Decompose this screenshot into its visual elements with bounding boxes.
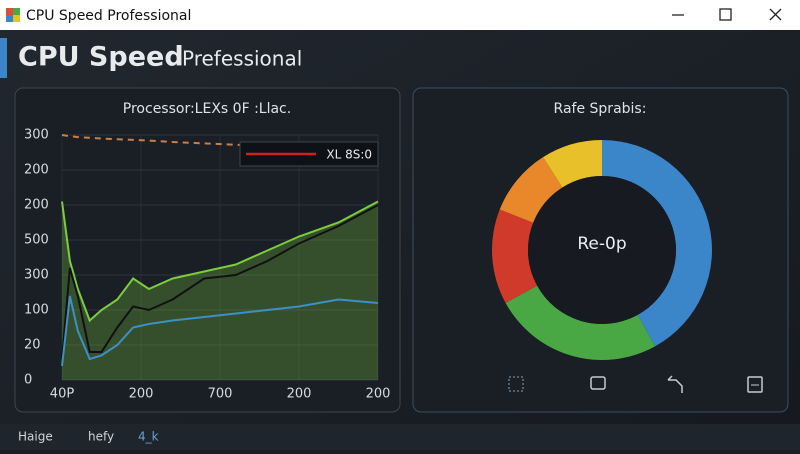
donut-hole [528,176,676,324]
x-tick-label: 200 [287,387,312,402]
donut-segment [505,285,655,360]
status-item: hefy [88,430,114,444]
donut-center-label: Re-0p [577,234,626,254]
y-tick-label: 500 [24,233,49,248]
series-area [62,201,378,380]
title-bar [0,0,800,30]
series-line [61,204,379,360]
donut-segment [543,140,602,188]
donut-chart-title: Rafe Sprabis: [554,101,647,117]
y-tick-label: 100 [24,303,49,318]
legend-label: XL 8S:0 [326,148,372,162]
close-button[interactable] [769,8,782,21]
toolbar-icon[interactable] [590,376,606,390]
donut-segment [492,209,538,303]
app-title: CPU Speed [18,42,184,73]
toolbar-icon[interactable] [747,376,763,393]
y-tick-label: 200 [24,163,49,178]
line-chart-title: Processor:LEXs 0F :Llac. [123,101,291,117]
y-tick-label: 200 [24,198,49,213]
x-tick-label: 200 [366,387,391,402]
app-icon [6,8,20,22]
status-item: Haige [18,430,53,444]
toolbar-icon[interactable] [667,375,683,393]
y-tick-label: 20 [24,338,41,353]
maximize-button[interactable] [719,8,732,21]
series-line [61,295,379,367]
y-tick-label: 0 [24,373,32,388]
app-subtitle: Prefessional [182,47,302,71]
y-tick-label: 300 [24,268,49,283]
x-tick-label: 200 [129,387,154,402]
window-title: CPU Speed Professional [26,8,191,24]
donut-segment [499,157,563,223]
status-bar [0,424,800,450]
header-accent [0,38,7,78]
x-tick-label: 700 [208,387,233,402]
series-line [61,200,379,323]
y-tick-label: 300 [24,128,49,143]
x-tick-label: 40P [50,387,75,402]
line-panel [14,87,401,413]
status-item: 4_k [138,430,159,444]
donut-segment [602,140,712,347]
toolbar-icon[interactable] [508,376,524,392]
